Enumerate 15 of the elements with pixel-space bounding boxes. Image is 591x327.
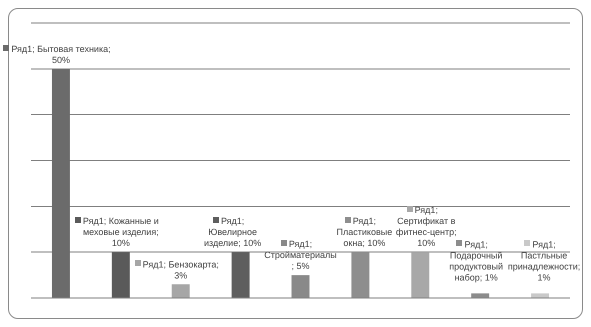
bar — [172, 284, 190, 298]
bar — [471, 293, 490, 298]
data-label: Ряд1; Бензокарта; 3% — [142, 259, 219, 280]
data-label: Ряд1; Стройматериалы ; 5% — [264, 239, 337, 272]
data-label: Ряд1; Пастльные принадлежности; 1% — [508, 239, 580, 282]
bar — [411, 252, 430, 298]
data-label: Ряд1; Бытовая техника; 50% — [11, 44, 111, 65]
bar — [531, 293, 550, 298]
bar — [351, 252, 370, 298]
bar — [232, 252, 250, 298]
data-label: Ряд1; Кожанные и меховые изделия; 10% — [82, 216, 159, 248]
data-label: Ряд1; Ювелирное изделие; 10% — [204, 216, 262, 248]
bar — [112, 252, 130, 298]
bar — [52, 68, 70, 298]
data-label: Ряд1; Пластиковые окна; 10% — [336, 216, 392, 248]
